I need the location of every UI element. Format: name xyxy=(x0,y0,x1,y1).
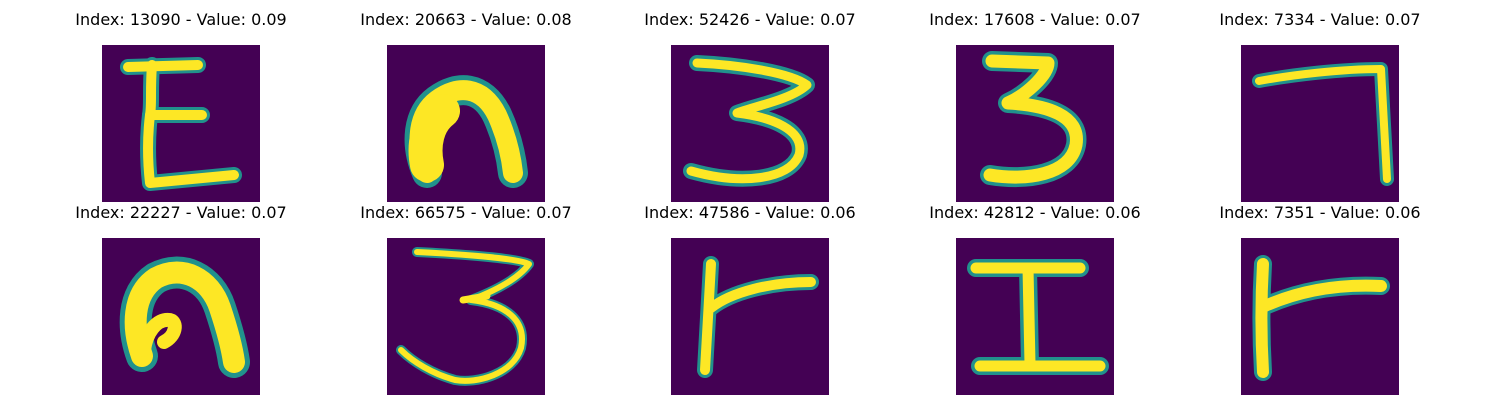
digit-image-i xyxy=(956,238,1114,395)
panel-4: Index: 17608 - Value: 0.07 xyxy=(925,10,1145,202)
panel-title: Index: 20663 - Value: 0.08 xyxy=(360,10,572,29)
panel-title: Index: 7351 - Value: 0.06 xyxy=(1219,203,1421,222)
panel-title: Index: 7334 - Value: 0.07 xyxy=(1219,10,1421,29)
panel-title: Index: 47586 - Value: 0.06 xyxy=(644,203,856,222)
digit-image-r xyxy=(1241,238,1399,395)
panel-title: Index: 17608 - Value: 0.07 xyxy=(929,10,1141,29)
panel-8: Index: 47586 - Value: 0.06 xyxy=(640,203,860,395)
panel-title: Index: 66575 - Value: 0.07 xyxy=(360,203,572,222)
digit-image-three xyxy=(387,238,545,395)
panel-title: Index: 22227 - Value: 0.07 xyxy=(75,203,287,222)
panel-7: Index: 66575 - Value: 0.07 xyxy=(356,203,576,395)
digit-image-three xyxy=(671,45,829,202)
panel-1: Index: 13090 - Value: 0.09 xyxy=(71,10,291,202)
panel-10: Index: 7351 - Value: 0.06 xyxy=(1210,203,1430,395)
panel-title: Index: 13090 - Value: 0.09 xyxy=(75,10,287,29)
panel-title: Index: 52426 - Value: 0.07 xyxy=(644,10,856,29)
panel-9: Index: 42812 - Value: 0.06 xyxy=(925,203,1145,395)
panel-5: Index: 7334 - Value: 0.07 xyxy=(1210,10,1430,202)
digit-image-e xyxy=(102,45,260,202)
panel-6: Index: 22227 - Value: 0.07 xyxy=(71,203,291,395)
digit-image-r xyxy=(671,238,829,395)
digit-image-seven xyxy=(1241,45,1399,202)
panel-2: Index: 20663 - Value: 0.08 xyxy=(356,10,576,202)
digit-image-three xyxy=(956,45,1114,202)
panel-3: Index: 52426 - Value: 0.07 xyxy=(640,10,860,202)
digit-image-arch xyxy=(387,45,545,202)
panel-title: Index: 42812 - Value: 0.06 xyxy=(929,203,1141,222)
digit-image-arch xyxy=(102,238,260,395)
